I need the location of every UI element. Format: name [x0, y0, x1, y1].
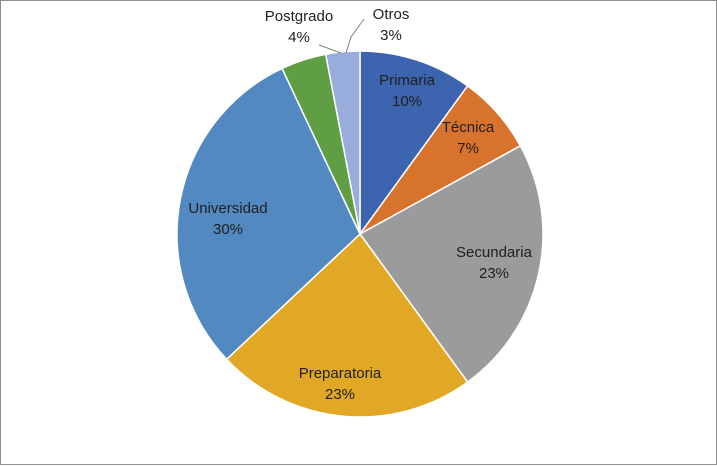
pie-slice-primaria [359, 50, 469, 237]
slice-value-label: 23% [325, 386, 355, 403]
slice-category-label: Secundaria [456, 244, 533, 261]
pie-slice-universidad [176, 67, 361, 361]
slice-value-label: 23% [479, 265, 509, 282]
leader-line [318, 44, 342, 54]
pie-slice-secundaria [358, 144, 544, 384]
leader-line [345, 18, 365, 54]
slice-value-label: 30% [213, 221, 243, 238]
pie-slice-preparatoria [225, 232, 469, 418]
slice-value-label: 10% [392, 93, 422, 110]
slice-category-label: Preparatoria [299, 365, 382, 382]
slice-value-label: 3% [380, 27, 402, 44]
slice-category-label: Otros [373, 6, 410, 23]
slice-category-label: Universidad [188, 200, 267, 217]
pie-slice-otros [324, 50, 361, 235]
slice-category-label: Postgrado [265, 8, 333, 25]
slice-value-label: 7% [457, 140, 479, 157]
slice-category-label: Técnica [442, 119, 495, 136]
slice-category-label: Primaria [379, 72, 435, 89]
slice-value-label: 4% [288, 29, 310, 46]
